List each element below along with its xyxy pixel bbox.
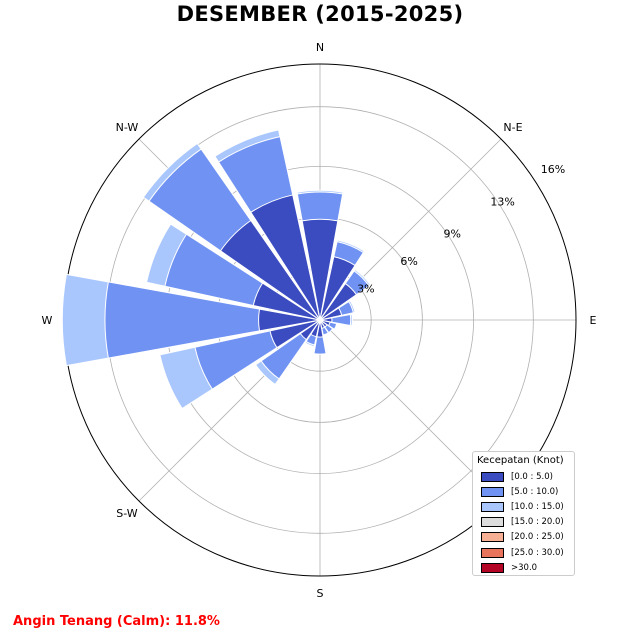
- legend-swatch-2: [481, 501, 504, 512]
- legend-swatch-4: [481, 532, 504, 543]
- grid-spoke-3: [319, 319, 502, 502]
- legend-label-5: [25.0 : 30.0): [511, 547, 564, 558]
- legend-swatch-0: [481, 471, 504, 482]
- wind-rose-bars: [61, 129, 372, 410]
- radial-tick-label-2: 9%: [443, 227, 460, 240]
- radial-tick-label-1: 6%: [400, 255, 417, 268]
- legend-label-3: [15.0 : 20.0): [511, 517, 564, 528]
- legend-title: Kecepatan (Knot): [477, 455, 564, 466]
- legend-item-3: [15.0 : 20.0): [477, 515, 570, 530]
- compass-label-w: W: [42, 314, 53, 327]
- legend-swatch-3: [481, 517, 504, 528]
- bar-n-bin-0: [301, 218, 339, 321]
- legend-swatch-1: [481, 486, 504, 497]
- bar-ne-bin-0: [319, 282, 358, 321]
- legend-swatch-6: [481, 562, 504, 573]
- calm-wind-label: Angin Tenang (Calm): 11.8%: [13, 614, 220, 629]
- chart-title: DESEMBER (2015-2025): [176, 2, 464, 26]
- legend: Kecepatan (Knot) [0.0 : 5.0) [5.0 : 10.0)…: [472, 451, 575, 576]
- compass-label-s-w: S-W: [116, 507, 138, 520]
- legend-item-1: [5.0 : 10.0): [477, 484, 570, 499]
- legend-item-5: [25.0 : 30.0): [477, 545, 570, 560]
- bar-e-bin-1: [319, 313, 352, 327]
- bar-wsw-bin-0: [269, 319, 321, 349]
- compass-label-n-w: N-W: [116, 121, 139, 134]
- compass-label-e: E: [590, 314, 597, 327]
- legend-item-4: [20.0 : 25.0): [477, 530, 570, 545]
- bar-nne-bin-0: [319, 256, 356, 321]
- bar-nnw-bin-0: [250, 194, 321, 321]
- bar-wnw-bin-0: [252, 282, 321, 321]
- bar-s-bin-0: [316, 319, 324, 338]
- radial-tick-label-4: 16%: [541, 163, 565, 176]
- bar-w-bin-1: [104, 281, 321, 359]
- legend-swatch-5: [481, 547, 504, 558]
- legend-label-1: [5.0 : 10.0): [511, 486, 559, 497]
- legend-item-2: [10.0 : 15.0): [477, 499, 570, 514]
- legend-item-0: [0.0 : 5.0): [477, 469, 570, 484]
- legend-entries: [0.0 : 5.0) [5.0 : 10.0) [10.0 : 15.0) [15.…: [477, 469, 570, 575]
- bar-ene-bin-0: [319, 307, 343, 321]
- legend-label-4: [20.0 : 25.0): [511, 532, 564, 543]
- compass-label-n-e: N-E: [503, 121, 522, 134]
- radial-tick-label-3: 13%: [490, 195, 514, 208]
- bar-sw-bin-0: [299, 319, 321, 341]
- legend-label-2: [10.0 : 15.0): [511, 501, 564, 512]
- compass-label-s: S: [317, 587, 324, 600]
- bar-w-bin-0: [258, 308, 321, 332]
- legend-label-6: >30.0: [511, 562, 538, 573]
- legend-item-6: >30.0: [477, 560, 570, 575]
- radial-tick-label-0: 3%: [357, 282, 374, 295]
- legend-label-0: [0.0 : 5.0): [511, 471, 553, 482]
- compass-label-n: N: [316, 41, 324, 54]
- bar-nw-bin-0: [219, 219, 321, 321]
